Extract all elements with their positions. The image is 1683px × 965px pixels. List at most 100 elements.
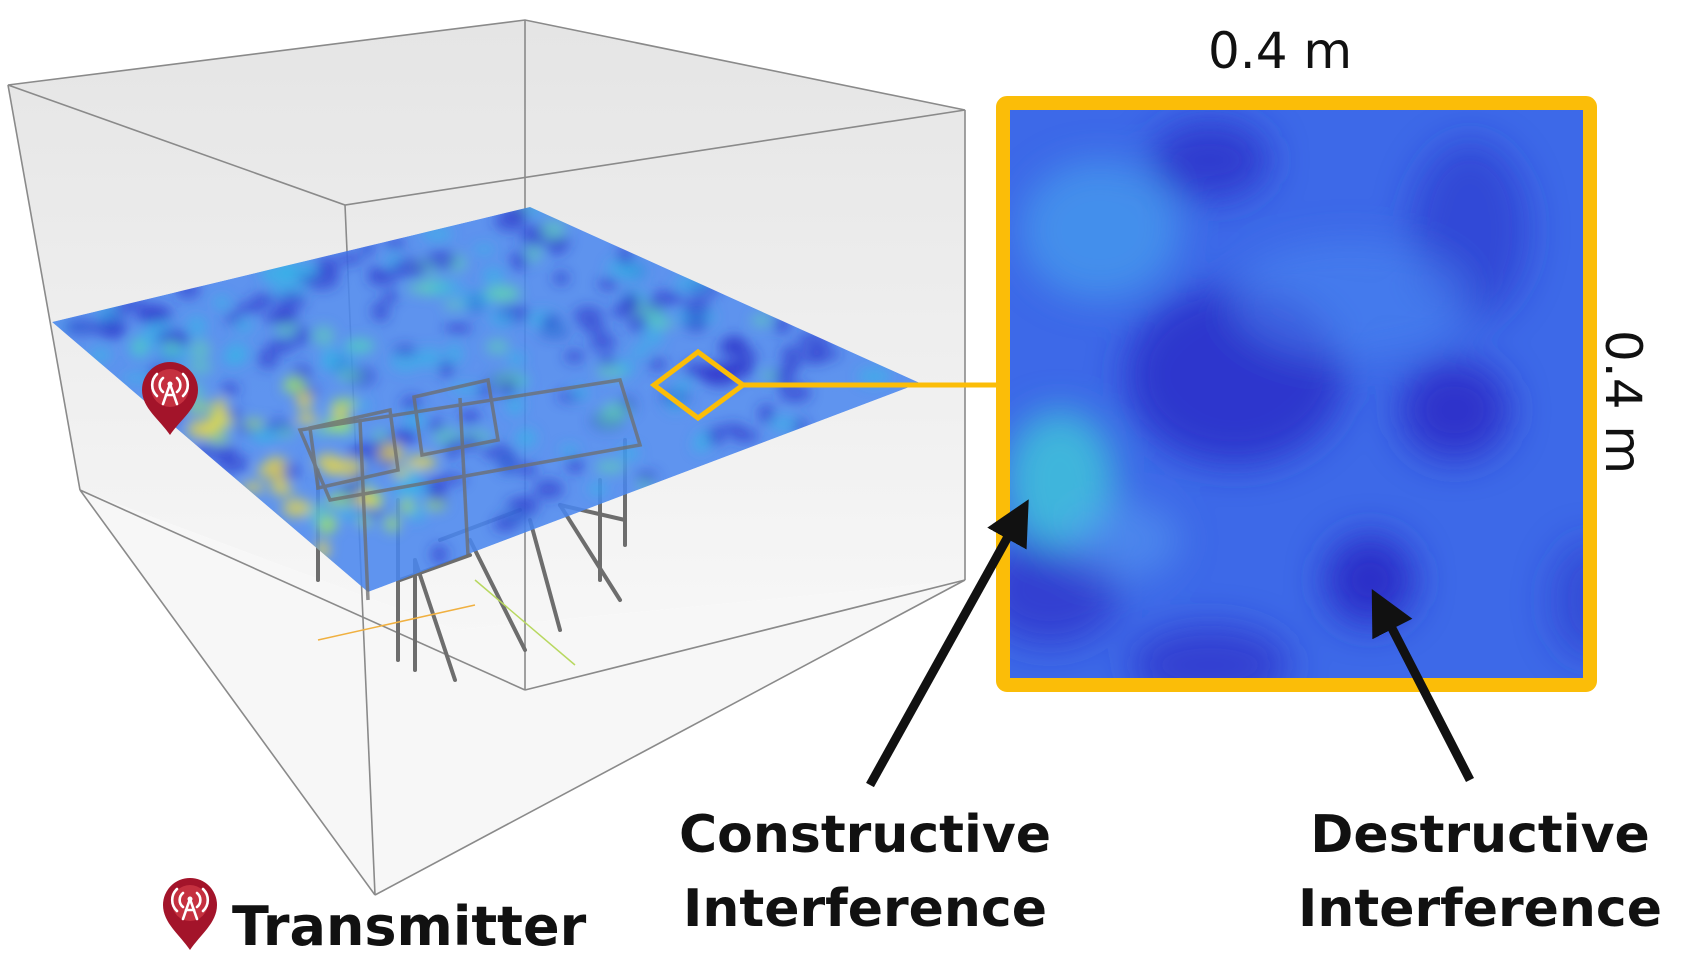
field-blob — [525, 242, 542, 263]
constructive-label: Constructive Interference — [670, 798, 1060, 946]
destructive-label-line2: Interference — [1297, 879, 1663, 939]
field-blob — [444, 343, 464, 365]
field-blob — [345, 447, 364, 462]
legend-label: Transmitter — [232, 895, 587, 958]
field-blob — [333, 506, 369, 522]
destructive-arrow — [1371, 588, 1475, 783]
field-blob — [769, 415, 798, 432]
constructive-label-line2: Interference — [682, 879, 1048, 939]
field-blob — [596, 364, 626, 380]
field-blob — [392, 344, 418, 357]
field-blob — [427, 418, 446, 433]
chairs — [297, 377, 643, 601]
field-blob — [367, 265, 385, 286]
field-blob — [257, 348, 279, 369]
field-blob — [485, 338, 510, 356]
field-blob — [316, 265, 342, 278]
field-hotspot — [212, 398, 228, 418]
zoom-field-blob — [1550, 540, 1590, 660]
field-blob — [570, 385, 590, 400]
field-blob — [263, 310, 300, 326]
field-blob — [491, 371, 527, 391]
field-blob — [425, 250, 458, 270]
field-blob — [507, 351, 526, 367]
field-hotspot — [270, 484, 294, 496]
field-blob — [719, 422, 746, 435]
transmitter-pin-icon — [142, 362, 198, 435]
field-blob — [589, 333, 617, 351]
zoom-field-blob — [1130, 625, 1290, 685]
zoom-field-blob — [1230, 240, 1470, 360]
field-blob — [533, 479, 564, 500]
field-blob — [235, 301, 266, 314]
field-blob — [381, 290, 399, 303]
field-hotspot — [318, 515, 339, 533]
field-blob — [312, 325, 335, 347]
field-blob — [401, 395, 423, 412]
field-blob — [751, 313, 773, 327]
field-blob — [189, 339, 211, 361]
field-blob — [705, 426, 726, 446]
field-hotspot — [282, 498, 311, 518]
zoom-field-blob — [1020, 160, 1180, 300]
field-blob — [641, 327, 664, 347]
field-blob — [636, 470, 658, 483]
zoom-field-blob — [1400, 360, 1510, 460]
field-hotspot — [379, 442, 403, 454]
zoom-field-blob — [1325, 535, 1415, 625]
field-blob — [492, 519, 518, 532]
field-blob — [718, 336, 749, 358]
destructive-label-line1: Destructive — [1310, 805, 1650, 865]
field-blob — [371, 301, 390, 322]
field-blob — [345, 337, 375, 354]
field-blob — [857, 367, 891, 387]
destructive-label: Destructive Interference — [1290, 798, 1670, 946]
field-blob — [268, 336, 296, 354]
field-blob — [559, 444, 580, 456]
zoom-field-blob — [1060, 500, 1180, 580]
field-blob — [498, 382, 518, 398]
field-hotspot — [296, 413, 318, 426]
zoom-field-blob — [1150, 120, 1270, 200]
field-blob — [156, 328, 189, 347]
field-hotspot — [353, 496, 380, 508]
field-blob — [699, 365, 717, 383]
field-blob — [336, 369, 365, 383]
field-blob — [515, 495, 540, 517]
field-hotspot — [376, 451, 406, 462]
field-blob — [552, 271, 570, 286]
constructive-label-line1: Constructive — [678, 805, 1052, 865]
field-blob — [473, 244, 496, 255]
field-blob — [573, 306, 604, 326]
field-blob — [526, 207, 544, 217]
field-blob — [598, 353, 617, 368]
field-hotspot — [187, 420, 213, 439]
field-blob — [505, 394, 525, 416]
field-blob — [509, 251, 529, 271]
field-blob — [459, 409, 481, 425]
field-blob — [211, 443, 237, 460]
field-hotspot — [323, 464, 340, 476]
field-blob — [417, 346, 443, 369]
field-hotspot — [334, 458, 363, 477]
field-blob — [220, 382, 240, 397]
field-blob — [430, 544, 449, 565]
field-blob — [630, 344, 650, 358]
field-blob — [162, 340, 182, 356]
field-blob — [251, 427, 281, 444]
field-blob — [757, 404, 776, 424]
field-hotspot — [296, 391, 313, 410]
field-blob — [760, 370, 779, 381]
field-blob — [335, 253, 364, 265]
field-blob — [443, 322, 473, 334]
field-blob — [278, 291, 307, 310]
field-hotspot — [207, 432, 229, 444]
field-blob — [63, 319, 100, 336]
field-blob — [429, 281, 465, 296]
field-blob — [186, 361, 214, 375]
field-hotspot — [207, 413, 234, 430]
field-blob — [648, 317, 675, 330]
width-label: 0.4 m — [1208, 22, 1353, 80]
field-blob — [682, 297, 711, 318]
zoomed-heatmap — [996, 96, 1597, 692]
